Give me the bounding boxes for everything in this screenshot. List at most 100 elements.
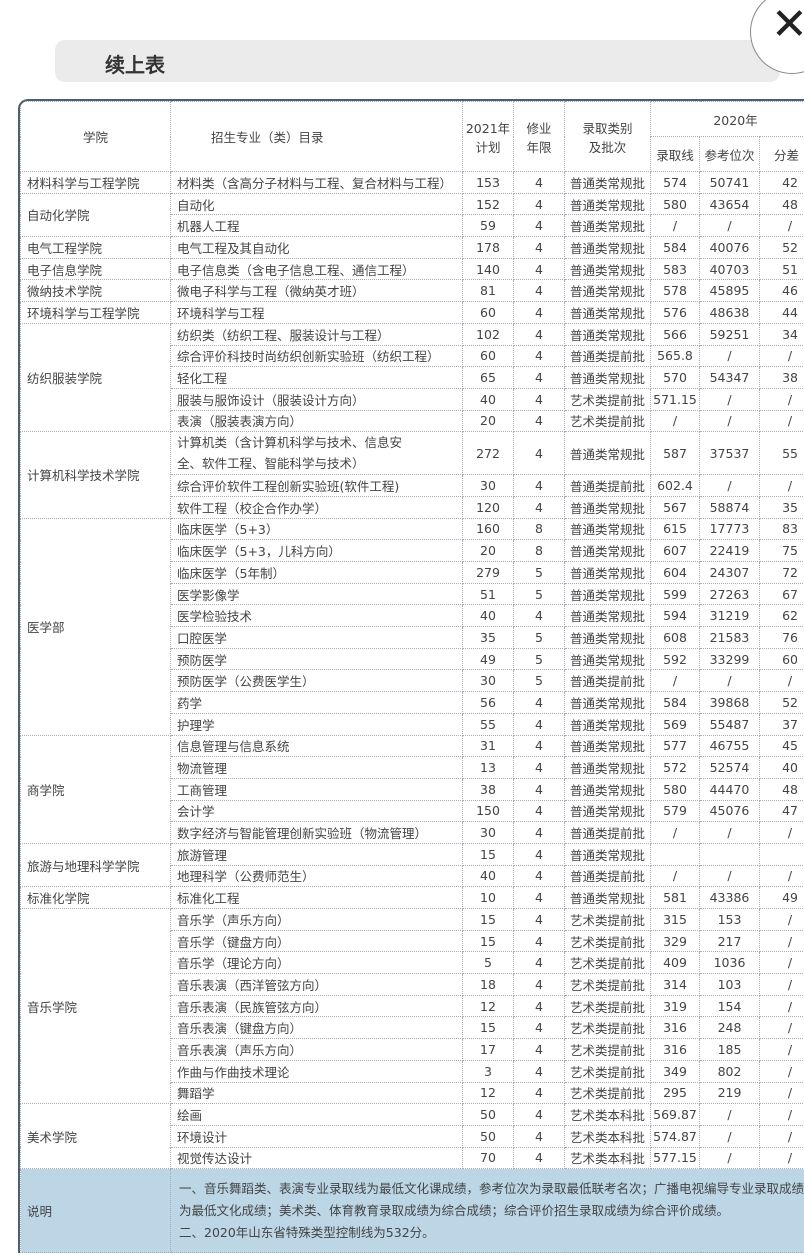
reference-rank-cell (699, 842, 760, 866)
major-cell: 音乐学（声乐方向） (170, 908, 463, 931)
score-diff-cell: 47 (758, 799, 804, 823)
admission-line-cell: 567 (650, 495, 700, 519)
years-cell: 4 (513, 236, 565, 259)
college-cell: 美术学院 (20, 1103, 171, 1170)
reference-rank-cell: / (699, 344, 760, 368)
category-cell: 普通类常规批 (564, 886, 651, 909)
note-line-2: 二、2020年山东省特殊类型控制线为532分。 (179, 1224, 435, 1240)
college-cell: 自动化学院 (20, 192, 171, 238)
reference-rank-cell: / (699, 1124, 760, 1148)
score-diff-cell: 48 (758, 192, 804, 216)
major-cell: 轻化工程 (170, 366, 463, 389)
header-category: 录取类别 及批次 (564, 101, 651, 172)
major-cell: 表演（服装表演方向） (170, 409, 463, 433)
table-row: 表演（服装表演方向） 20 4 艺术类提前批 / / / (21, 409, 804, 433)
years-cell: 4 (513, 171, 565, 194)
admission-line-cell: 583 (650, 257, 700, 281)
category-cell: 普通类常规批 (564, 756, 651, 779)
plan-cell: 153 (462, 171, 514, 194)
category-cell: 艺术类提前批 (564, 908, 651, 931)
category-cell: 普通类常规批 (564, 561, 651, 584)
table-row: 商学院 信息管理与信息系统 31 4 普通类常规批 577 46755 45 (20, 734, 804, 844)
plan-cell: 50 (462, 1124, 514, 1148)
admission-line-cell: 607 (650, 539, 700, 562)
years-cell: 4 (513, 344, 565, 368)
score-diff-cell: / (758, 1016, 804, 1040)
table-row: 电子信息学院 电子信息类（含电子信息工程、通信工程） 140 4 普通类常规批 583 40… (20, 257, 804, 281)
years-cell: 4 (513, 214, 565, 238)
admission-line-cell: 574.87 (650, 1124, 700, 1148)
years-cell: 4 (513, 691, 565, 714)
admission-line-cell: 316 (650, 1016, 700, 1040)
major-cell: 旅游管理 (170, 842, 463, 866)
admission-line-cell: 570 (650, 366, 700, 389)
table-row: 纺织服装学院 纺织类（纺织工程、服装设计与工程） 102 4 普通类常规批 566 5925… (20, 322, 804, 433)
reference-rank-cell: 48638 (699, 301, 760, 324)
years-cell: 4 (513, 366, 565, 389)
category-cell: 普通类常规批 (564, 712, 651, 736)
plan-cell: 152 (462, 192, 514, 216)
major-cell: 纺织类（纺织工程、服装设计与工程） (170, 322, 463, 346)
table-row: 口腔医学 35 5 普通类常规批 608 21583 76 (21, 626, 804, 649)
header-line: 录取线 (650, 136, 700, 172)
category-cell: 普通类常规批 (564, 604, 651, 628)
years-cell: 4 (513, 994, 565, 1018)
category-cell: 普通类常规批 (564, 366, 651, 389)
major-cell: 微电子科学与工程（微纳英才班） (170, 279, 463, 303)
plan-cell: 17 (462, 1038, 514, 1061)
score-diff-cell: 67 (758, 582, 804, 606)
score-diff-cell: 38 (758, 366, 804, 389)
admission-table: 学院 招生专业（类）目录 2021年 计划 修业 年限 录取类别 及批次 2020年 … (20, 101, 804, 1254)
category-cell: 普通类常规批 (564, 691, 651, 714)
category-cell: 艺术类本科批 (564, 1124, 651, 1148)
table-row: 环境科学与工程学院 环境科学与工程 60 4 普通类常规批 576 48638 44 (20, 301, 804, 324)
major-cell: 药学 (170, 691, 463, 714)
header-category-line1: 录取类别 (582, 120, 633, 136)
category-cell: 艺术类提前批 (564, 1059, 651, 1083)
plan-cell: 40 (462, 387, 514, 411)
years-cell: 4 (513, 257, 565, 281)
admission-line-cell: 577.15 (650, 1146, 700, 1170)
score-diff-cell: 42 (758, 171, 804, 194)
major-cell: 绘画 (170, 1103, 463, 1126)
admission-line-cell: 592 (650, 647, 700, 671)
admission-line-cell: 565.8 (650, 344, 700, 368)
reference-rank-cell: 45076 (699, 799, 760, 823)
admission-line-cell: 580 (650, 777, 700, 801)
admission-line-cell: 578 (650, 279, 700, 303)
admission-line-cell: 608 (650, 626, 700, 649)
score-diff-cell: / (758, 409, 804, 433)
college-cell: 标准化学院 (20, 886, 171, 909)
category-cell: 普通类常规批 (564, 799, 651, 823)
category-cell: 普通类常规批 (564, 495, 651, 519)
category-cell: 普通类常规批 (564, 431, 651, 476)
table-row: 音乐表演（声乐方向） 17 4 艺术类提前批 316 185/ (21, 1038, 804, 1061)
reference-rank-cell: 33299 (699, 647, 760, 671)
score-diff-cell: / (758, 864, 804, 888)
table-row: 音乐学院 音乐学（声乐方向） 15 4 艺术类提前批 315 153/ (20, 907, 804, 1105)
score-diff-cell: / (758, 1038, 804, 1061)
major-cell: 医学影像学 (170, 582, 463, 606)
header-years-line2: 年限 (526, 139, 552, 155)
notes-text: 一、音乐舞蹈类、表演专业录取线为最低文化课成绩，参考位次为录取最低联考名次；广播… (169, 1168, 804, 1254)
major-cell: 音乐表演（民族管弦方向） (170, 994, 463, 1018)
category-cell: 艺术类本科批 (564, 1103, 651, 1126)
reference-rank-cell: 40703 (699, 257, 760, 281)
header-plan: 2021年 计划 (462, 101, 514, 172)
years-cell: 4 (513, 1124, 565, 1148)
category-cell: 普通类常规批 (564, 539, 651, 562)
plan-cell: 12 (462, 1081, 514, 1105)
score-diff-cell: / (758, 214, 804, 238)
header-years-line1: 修业 (526, 120, 552, 136)
plan-cell: 272 (462, 431, 514, 476)
category-cell: 艺术类提前批 (564, 387, 651, 411)
years-cell: 5 (513, 561, 565, 584)
years-cell: 4 (513, 1103, 565, 1126)
header-2020: 2020年 (649, 101, 804, 137)
years-cell: 4 (513, 1146, 565, 1170)
category-cell: 普通类提前批 (564, 669, 651, 693)
admission-line-cell: 571.15 (650, 387, 700, 411)
major-cell: 视觉传达设计 (170, 1146, 463, 1170)
major-cell: 音乐学（键盘方向） (170, 929, 463, 953)
years-cell: 4 (513, 908, 565, 931)
